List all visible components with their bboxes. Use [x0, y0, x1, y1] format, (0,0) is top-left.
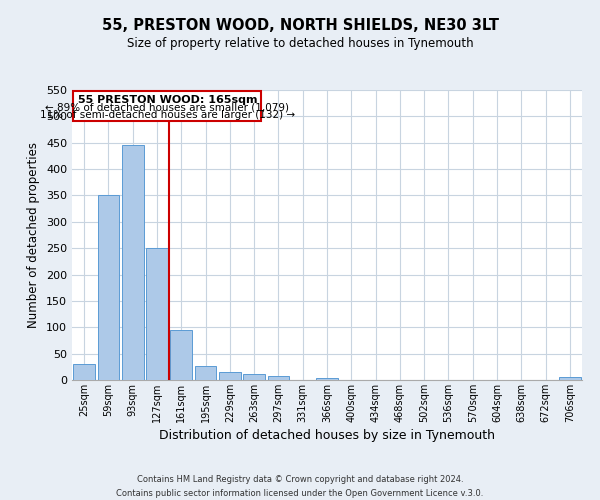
Y-axis label: Number of detached properties: Number of detached properties	[28, 142, 40, 328]
Bar	[559, 378, 581, 380]
FancyBboxPatch shape	[73, 91, 262, 120]
Text: Contains HM Land Registry data © Crown copyright and database right 2024.
Contai: Contains HM Land Registry data © Crown c…	[116, 476, 484, 498]
Bar	[316, 378, 338, 380]
Bar	[268, 376, 289, 380]
Bar	[194, 366, 217, 380]
Bar	[243, 374, 265, 380]
Text: ← 89% of detached houses are smaller (1,079): ← 89% of detached houses are smaller (1,…	[46, 102, 289, 113]
Bar	[170, 330, 192, 380]
Text: Size of property relative to detached houses in Tynemouth: Size of property relative to detached ho…	[127, 38, 473, 51]
Bar	[146, 248, 168, 380]
Bar	[97, 196, 119, 380]
Text: 11% of semi-detached houses are larger (132) →: 11% of semi-detached houses are larger (…	[40, 110, 295, 120]
Text: 55, PRESTON WOOD, NORTH SHIELDS, NE30 3LT: 55, PRESTON WOOD, NORTH SHIELDS, NE30 3L…	[101, 18, 499, 32]
X-axis label: Distribution of detached houses by size in Tynemouth: Distribution of detached houses by size …	[159, 429, 495, 442]
Bar	[219, 372, 241, 380]
Bar	[122, 146, 143, 380]
Text: 55 PRESTON WOOD: 165sqm: 55 PRESTON WOOD: 165sqm	[77, 96, 257, 106]
Bar	[73, 364, 95, 380]
